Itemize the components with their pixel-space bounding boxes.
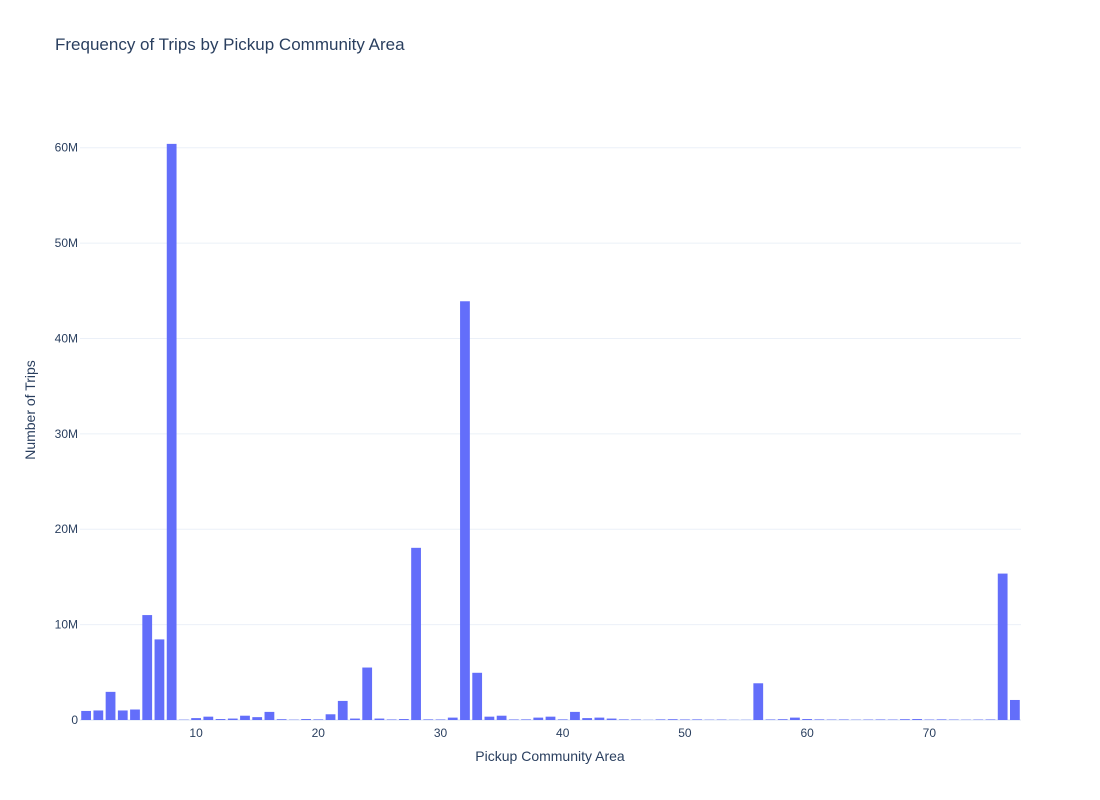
bar[interactable]: [105, 691, 116, 720]
x-axis-label: Pickup Community Area: [475, 748, 625, 764]
bar[interactable]: [618, 719, 629, 720]
bar[interactable]: [362, 667, 373, 720]
bar[interactable]: [411, 547, 421, 720]
bar[interactable]: [460, 301, 470, 720]
bar[interactable]: [814, 719, 825, 720]
y-axis-label: Number of Trips: [22, 360, 38, 460]
y-axis-ticks: 0 10M 20M 30M 40M 50M 60M: [55, 141, 79, 727]
y-tick-label: 0: [71, 713, 78, 727]
bar[interactable]: [325, 714, 336, 720]
bar[interactable]: [570, 711, 580, 720]
bar[interactable]: [496, 715, 507, 720]
bar[interactable]: [130, 709, 140, 720]
bar[interactable]: [337, 700, 348, 720]
bar[interactable]: [93, 710, 104, 720]
bar[interactable]: [313, 719, 324, 720]
bar[interactable]: [447, 717, 458, 720]
bar[interactable]: [350, 718, 360, 720]
y-tick-label: 30M: [55, 427, 78, 441]
bar[interactable]: [142, 615, 153, 720]
bar[interactable]: [777, 719, 788, 720]
bar[interactable]: [472, 672, 483, 720]
x-axis-ticks: 10 20 30 40 50 60 70: [189, 726, 936, 740]
x-tick-label: 10: [189, 726, 203, 740]
bar[interactable]: [521, 719, 531, 720]
bar[interactable]: [790, 717, 800, 720]
bar[interactable]: [582, 718, 593, 720]
x-tick-label: 50: [678, 726, 692, 740]
x-tick-label: 40: [556, 726, 570, 740]
bar[interactable]: [374, 718, 385, 720]
bar[interactable]: [398, 719, 409, 720]
bar[interactable]: [301, 719, 311, 720]
x-tick-label: 20: [312, 726, 326, 740]
bar[interactable]: [692, 719, 703, 720]
bar[interactable]: [484, 716, 495, 720]
bar[interactable]: [215, 719, 226, 720]
x-tick-label: 30: [434, 726, 448, 740]
bar[interactable]: [655, 719, 666, 720]
bar[interactable]: [900, 719, 910, 720]
y-tick-label: 60M: [55, 141, 78, 155]
x-tick-label: 60: [800, 726, 814, 740]
bar[interactable]: [227, 718, 238, 720]
bar[interactable]: [667, 719, 678, 720]
bar[interactable]: [166, 143, 177, 720]
bar[interactable]: [117, 710, 128, 720]
bar[interactable]: [423, 719, 434, 720]
bars: [81, 143, 1020, 720]
bar[interactable]: [594, 717, 605, 720]
x-tick-label: 70: [923, 726, 937, 740]
bar[interactable]: [912, 719, 923, 720]
bar[interactable]: [1010, 699, 1020, 720]
bar[interactable]: [264, 711, 275, 720]
bar[interactable]: [802, 719, 813, 720]
bar[interactable]: [545, 716, 556, 720]
bar[interactable]: [240, 715, 250, 720]
bar[interactable]: [997, 573, 1008, 720]
bar[interactable]: [936, 719, 947, 720]
bar[interactable]: [533, 717, 544, 720]
y-tick-label: 50M: [55, 236, 78, 250]
bar[interactable]: [81, 710, 91, 720]
chart-title: Frequency of Trips by Pickup Community A…: [55, 35, 405, 54]
bar[interactable]: [606, 718, 617, 720]
bar[interactable]: [203, 716, 214, 720]
y-tick-label: 40M: [55, 331, 78, 345]
bar[interactable]: [252, 717, 263, 720]
y-tick-label: 20M: [55, 522, 78, 536]
y-tick-label: 10M: [55, 618, 78, 632]
bar[interactable]: [557, 719, 568, 720]
bar[interactable]: [753, 683, 764, 720]
bar[interactable]: [191, 718, 201, 720]
bar[interactable]: [154, 639, 165, 720]
bar[interactable]: [276, 719, 287, 720]
